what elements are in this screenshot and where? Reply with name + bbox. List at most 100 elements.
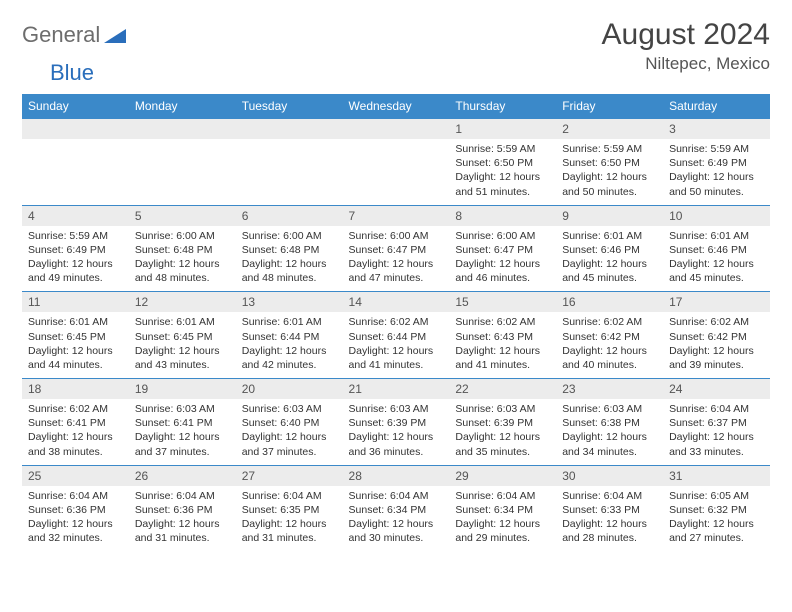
day-number: 11 [22,292,129,312]
day-number: 16 [556,292,663,312]
sunset-text: Sunset: 6:34 PM [349,503,444,517]
sunset-text: Sunset: 6:49 PM [669,156,764,170]
daylight-text: Daylight: 12 hours and 48 minutes. [135,257,230,285]
day-body: Sunrise: 6:02 AMSunset: 6:42 PMDaylight:… [663,312,770,378]
dow-monday: Monday [129,94,236,119]
day-number: 4 [22,206,129,226]
daylight-text: Daylight: 12 hours and 43 minutes. [135,344,230,372]
sunrise-text: Sunrise: 6:01 AM [562,229,657,243]
daylight-text: Daylight: 12 hours and 45 minutes. [562,257,657,285]
sunset-text: Sunset: 6:43 PM [455,330,550,344]
day-number: 22 [449,379,556,399]
daylight-text: Daylight: 12 hours and 44 minutes. [28,344,123,372]
calendar-cell: 25Sunrise: 6:04 AMSunset: 6:36 PMDayligh… [22,465,129,551]
daylight-text: Daylight: 12 hours and 35 minutes. [455,430,550,458]
calendar-cell: 23Sunrise: 6:03 AMSunset: 6:38 PMDayligh… [556,379,663,466]
sunset-text: Sunset: 6:42 PM [562,330,657,344]
day-body: Sunrise: 6:03 AMSunset: 6:40 PMDaylight:… [236,399,343,465]
day-body [129,139,236,197]
calendar-cell: 8Sunrise: 6:00 AMSunset: 6:47 PMDaylight… [449,205,556,292]
calendar-cell: 12 Sunrise: 6:01 AMSunset: 6:45 PMDayligh… [129,292,236,379]
calendar-cell: 21Sunrise: 6:03 AMSunset: 6:39 PMDayligh… [343,379,450,466]
calendar-cell: 24Sunrise: 6:04 AMSunset: 6:37 PMDayligh… [663,379,770,466]
sunset-text: Sunset: 6:36 PM [135,503,230,517]
daylight-text: Daylight: 12 hours and 31 minutes. [242,517,337,545]
sunrise-text: Sunrise: 6:00 AM [135,229,230,243]
day-number: 5 [129,206,236,226]
day-number: 17 [663,292,770,312]
brand-part1: General [22,22,100,48]
calendar-cell: 20Sunrise: 6:03 AMSunset: 6:40 PMDayligh… [236,379,343,466]
sunrise-text: Sunrise: 5:59 AM [562,142,657,156]
calendar-cell: 2Sunrise: 5:59 AMSunset: 6:50 PMDaylight… [556,119,663,206]
daylight-text: Daylight: 12 hours and 27 minutes. [669,517,764,545]
day-body: Sunrise: 6:00 AMSunset: 6:47 PMDaylight:… [343,226,450,292]
sunrise-text: Sunrise: 6:01 AM [135,315,230,329]
sunset-text: Sunset: 6:33 PM [562,503,657,517]
day-body: Sunrise: 6:02 AMSunset: 6:41 PMDaylight:… [22,399,129,465]
sunrise-text: Sunrise: 6:04 AM [669,402,764,416]
day-body: Sunrise: 6:02 AMSunset: 6:44 PMDaylight:… [343,312,450,378]
dow-thursday: Thursday [449,94,556,119]
daylight-text: Daylight: 12 hours and 30 minutes. [349,517,444,545]
calendar-cell: 30Sunrise: 6:04 AMSunset: 6:33 PMDayligh… [556,465,663,551]
sunrise-text: Sunrise: 6:04 AM [562,489,657,503]
sunset-text: Sunset: 6:46 PM [562,243,657,257]
logo-triangle-icon [104,27,126,43]
day-of-week-row: Sunday Monday Tuesday Wednesday Thursday… [22,94,770,119]
day-number: 2 [556,119,663,139]
calendar-cell: 11Sunrise: 6:01 AMSunset: 6:45 PMDayligh… [22,292,129,379]
sunrise-text: Sunrise: 6:03 AM [455,402,550,416]
calendar-cell: 5Sunrise: 6:00 AMSunset: 6:48 PMDaylight… [129,205,236,292]
title-block: August 2024 Niltepec, Mexico [602,18,770,74]
sunrise-text: Sunrise: 6:02 AM [562,315,657,329]
daylight-text: Daylight: 12 hours and 36 minutes. [349,430,444,458]
day-number: 10 [663,206,770,226]
day-number: 12 [129,292,236,312]
day-body [236,139,343,197]
day-body [22,139,129,197]
day-body: Sunrise: 6:04 AMSunset: 6:34 PMDaylight:… [343,486,450,552]
day-number: 20 [236,379,343,399]
daylight-text: Daylight: 12 hours and 51 minutes. [455,170,550,198]
calendar-table: Sunday Monday Tuesday Wednesday Thursday… [22,94,770,551]
calendar-cell [22,119,129,206]
sunset-text: Sunset: 6:38 PM [562,416,657,430]
calendar-cell: 13Sunrise: 6:01 AMSunset: 6:44 PMDayligh… [236,292,343,379]
day-number: 15 [449,292,556,312]
day-body: Sunrise: 6:02 AMSunset: 6:43 PMDaylight:… [449,312,556,378]
day-body: Sunrise: 6:04 AMSunset: 6:37 PMDaylight:… [663,399,770,465]
calendar-cell: 14Sunrise: 6:02 AMSunset: 6:44 PMDayligh… [343,292,450,379]
day-number: 3 [663,119,770,139]
calendar-cell: 22Sunrise: 6:03 AMSunset: 6:39 PMDayligh… [449,379,556,466]
sunset-text: Sunset: 6:45 PM [135,330,230,344]
daylight-text: Daylight: 12 hours and 38 minutes. [28,430,123,458]
sunset-text: Sunset: 6:42 PM [669,330,764,344]
calendar-cell: 16Sunrise: 6:02 AMSunset: 6:42 PMDayligh… [556,292,663,379]
daylight-text: Daylight: 12 hours and 50 minutes. [669,170,764,198]
calendar-cell: 27Sunrise: 6:04 AMSunset: 6:35 PMDayligh… [236,465,343,551]
sunset-text: Sunset: 6:39 PM [349,416,444,430]
day-body: Sunrise: 6:00 AMSunset: 6:47 PMDaylight:… [449,226,556,292]
sunrise-text: Sunrise: 5:59 AM [669,142,764,156]
sunset-text: Sunset: 6:50 PM [562,156,657,170]
day-body: Sunrise: 6:00 AMSunset: 6:48 PMDaylight:… [129,226,236,292]
day-number: 14 [343,292,450,312]
daylight-text: Daylight: 12 hours and 37 minutes. [135,430,230,458]
day-body: Sunrise: 6:01 AMSunset: 6:46 PMDaylight:… [556,226,663,292]
day-body: Sunrise: 6:00 AMSunset: 6:48 PMDaylight:… [236,226,343,292]
sunset-text: Sunset: 6:41 PM [28,416,123,430]
daylight-text: Daylight: 12 hours and 45 minutes. [669,257,764,285]
day-number: 31 [663,466,770,486]
day-body: Sunrise: 6:01 AMSunset: 6:45 PMDaylight:… [22,312,129,378]
calendar-cell: 17Sunrise: 6:02 AMSunset: 6:42 PMDayligh… [663,292,770,379]
sunrise-text: Sunrise: 6:03 AM [242,402,337,416]
daylight-text: Daylight: 12 hours and 33 minutes. [669,430,764,458]
day-number: 19 [129,379,236,399]
daylight-text: Daylight: 12 hours and 41 minutes. [349,344,444,372]
sunset-text: Sunset: 6:48 PM [135,243,230,257]
dow-tuesday: Tuesday [236,94,343,119]
sunrise-text: Sunrise: 6:04 AM [455,489,550,503]
calendar-cell: 3 Sunrise: 5:59 AMSunset: 6:49 PMDaylight… [663,119,770,206]
day-number: 28 [343,466,450,486]
